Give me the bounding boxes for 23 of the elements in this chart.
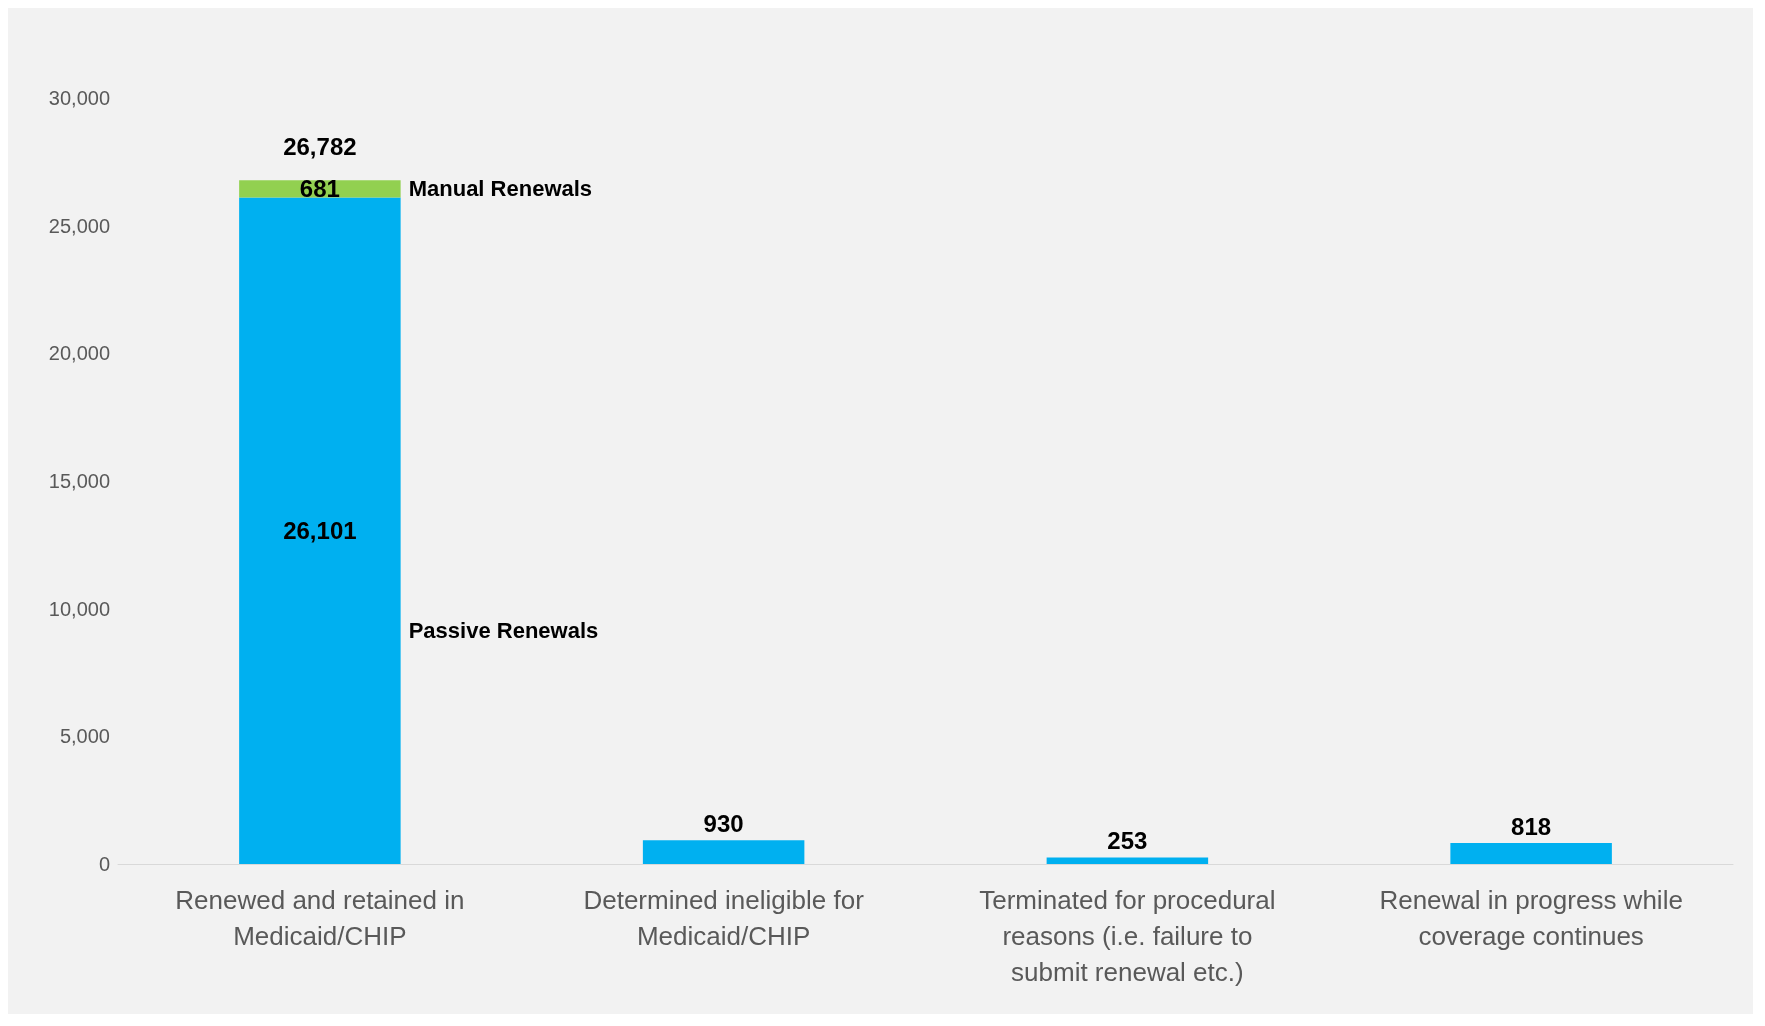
data-label: 818: [1511, 812, 1552, 840]
bar: [239, 197, 401, 864]
total-label: 26,782: [283, 132, 357, 160]
x-tick-label: Renewed and retained in Medicaid/CHIP: [175, 885, 465, 951]
y-tick-label: 20,000: [48, 342, 110, 365]
y-tick-label: 30,000: [48, 87, 110, 109]
y-tick-label: 15,000: [48, 470, 110, 492]
y-tick-label: 25,000: [48, 214, 110, 237]
x-tick-label: Renewal in progress while coverage continues: [1379, 885, 1683, 951]
x-tick-label: Determined ineligible for Medicaid/CHIP: [583, 885, 865, 951]
y-tick-label: 5,000: [59, 725, 110, 748]
data-label: 930: [703, 809, 744, 837]
data-label: 253: [1107, 827, 1148, 855]
series-label: Manual Renewals: [408, 176, 593, 202]
bar: [642, 840, 805, 864]
series-label: Passive Renewals: [408, 618, 599, 644]
bar: [1046, 857, 1209, 864]
y-tick-label: 10,000: [48, 597, 110, 620]
data-label: 681: [299, 175, 340, 203]
data-label: 26,101: [283, 517, 357, 545]
y-tick-label: 0: [98, 853, 110, 875]
bar: [1450, 843, 1612, 864]
x-tick-label: Terminated for procedural reasons (i.e. failure to submit renewal etc.): [979, 885, 1276, 987]
